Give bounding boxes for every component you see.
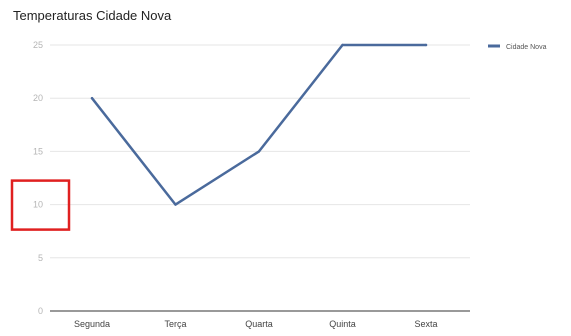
x-tick-label: Quarta [245, 319, 273, 329]
x-tick-label: Sexta [414, 319, 437, 329]
series-line [90, 43, 428, 206]
data-point [341, 43, 344, 47]
data-point [174, 203, 177, 206]
chart-title: Temperaturas Cidade Nova [13, 8, 172, 23]
y-tick-label: 15 [33, 146, 43, 156]
data-point [424, 43, 428, 47]
data-point [90, 97, 94, 100]
legend-label: Cidade Nova [506, 44, 547, 51]
x-tick-label: Segunda [74, 319, 110, 329]
y-tick-label: 5 [38, 253, 43, 263]
y-tick-label: 0 [38, 306, 43, 316]
y-tick-label: 10 [33, 200, 43, 210]
y-tick-label: 25 [33, 40, 43, 50]
highlight-box [10, 179, 71, 231]
y-tick-label: 20 [33, 93, 43, 103]
data-point [257, 150, 261, 153]
x-tick-label: Terça [164, 319, 186, 329]
x-tick-label: Quinta [329, 319, 356, 329]
